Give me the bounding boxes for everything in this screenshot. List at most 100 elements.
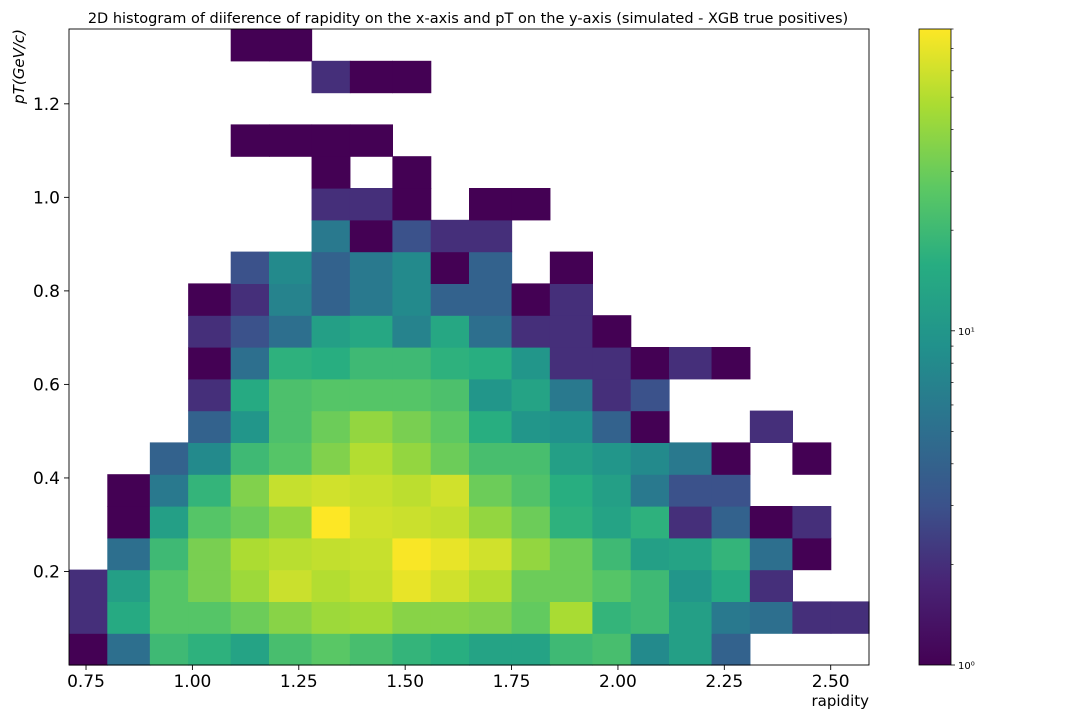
histogram-cell [430,283,470,316]
histogram-cell [188,537,232,571]
histogram-cell [711,601,751,634]
histogram-cell [349,315,393,348]
histogram-cell [149,537,189,571]
histogram-cell [230,124,270,157]
histogram-cell [669,506,713,539]
histogram-cell [349,601,393,634]
histogram-cell [592,601,632,634]
histogram-cell [430,315,470,348]
histogram-cell [269,601,313,634]
histogram-cell [469,633,513,666]
histogram-cell [230,410,270,443]
histogram-cell [69,633,108,666]
histogram-cell [311,537,351,571]
histogram-cell [107,633,151,666]
y-tick-label: 0.4 [33,469,60,489]
histogram-cell [711,569,751,602]
histogram-cell [669,633,713,666]
histogram-cell [230,474,270,507]
histogram-cell [392,315,432,348]
histogram-cell [511,347,551,380]
histogram-cell [188,633,232,666]
histogram-cell [311,633,351,666]
histogram-cell [592,537,632,571]
histogram-cell [349,633,393,666]
histogram-cell [230,29,270,62]
histogram-cell [592,410,632,443]
histogram-cell [511,506,551,539]
histogram-cell [511,474,551,507]
histogram-cell [830,601,870,634]
histogram-cell [107,537,151,571]
histogram-cell [749,569,793,602]
histogram-cell [311,347,351,380]
histogram-cell [549,315,593,348]
x-tick-label: 2.00 [599,672,637,692]
histogram-cell [269,251,313,284]
histogram-cell [269,506,313,539]
y-tick-label: 1.2 [33,95,60,115]
histogram-cell [592,633,632,666]
histogram-cell [349,283,393,316]
histogram-cell [188,569,232,602]
histogram-cell [430,251,470,284]
histogram-cell [349,347,393,380]
histogram-cell [69,569,108,602]
histogram-cell [630,474,670,507]
histogram-cell [269,442,313,475]
histogram-cell [311,219,351,253]
histogram-cell [430,378,470,412]
histogram-cell [311,251,351,284]
histogram-cell [630,601,670,634]
x-axis-label: rapidity [812,692,870,710]
histogram-cell [311,410,351,443]
x-tick-label: 2.25 [705,672,743,692]
histogram-cell [469,506,513,539]
colorbar-axis: 10⁰ 10¹ [951,28,975,672]
histogram-cell [792,537,832,571]
y-tick-label: 0.6 [33,375,60,395]
histogram-cell [149,569,189,602]
histogram-cell [592,442,632,475]
histogram-cell [188,410,232,443]
histogram-cell [549,378,593,412]
histogram-cell [188,283,232,316]
histogram-cell [430,537,470,571]
histogram-cell [469,442,513,475]
histogram-cell [630,569,670,602]
histogram-cell [669,442,713,475]
colorbar-tick-label: 10⁰ [958,661,975,672]
x-tick-label: 1.75 [493,672,531,692]
histogram-cell [349,569,393,602]
histogram-cell [511,378,551,412]
histogram-cell [392,474,432,507]
histogram-cell [430,569,470,602]
histogram-cell [549,251,593,284]
histogram-cell [711,537,751,571]
x-axis: 0.75 1.00 1.25 1.50 1.75 2.00 2.25 2.50 [67,665,850,692]
plot-area-frame [68,28,870,666]
histogram-cell [392,283,432,316]
histogram-cell [230,633,270,666]
histogram-cell [469,378,513,412]
x-tick-label: 1.50 [386,672,424,692]
histogram-cell [511,188,551,221]
histogram-cell [311,60,351,94]
histogram-cell [630,410,670,443]
histogram-cell [630,442,670,475]
histogram-cell [230,569,270,602]
histogram-cell [349,410,393,443]
histogram-cell [392,569,432,602]
histogram-cell [269,29,313,62]
histogram-cell [469,188,513,221]
y-tick-label: 1.0 [33,188,60,208]
histogram-cell [349,60,393,94]
histogram-cell [188,378,232,412]
histogram-cell [749,506,793,539]
y-tick-label: 0.8 [33,282,60,302]
histogram-cell [311,315,351,348]
histogram-cell [749,410,793,443]
histogram-cell [269,283,313,316]
histogram-cell [311,506,351,539]
histogram-cell [230,506,270,539]
